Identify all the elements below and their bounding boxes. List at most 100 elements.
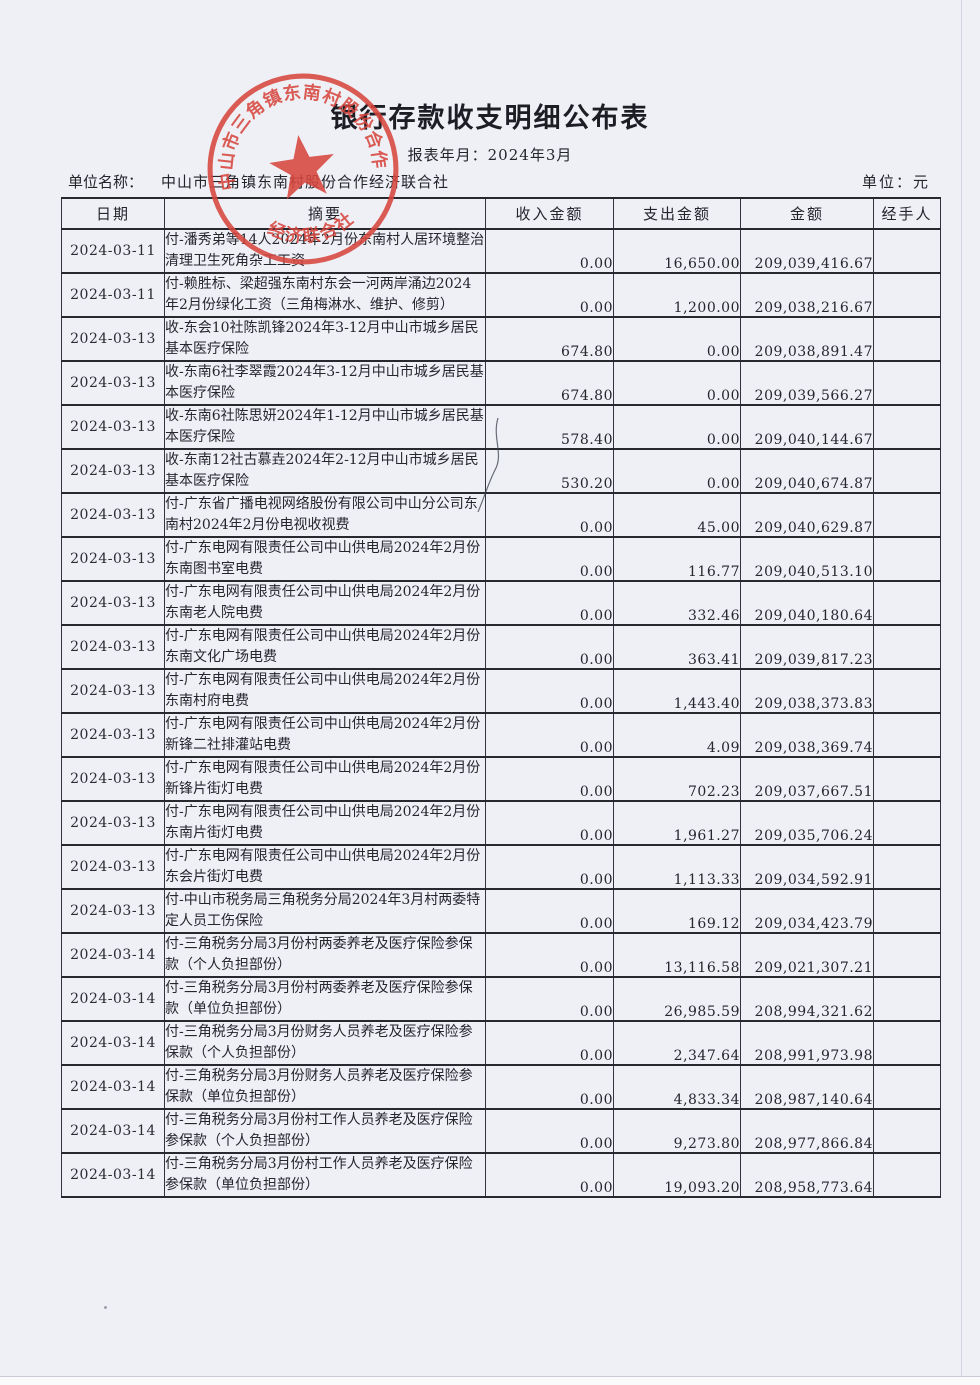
income-cell: 0.00 bbox=[485, 976, 614, 1022]
income-cell: 0.00 bbox=[485, 1064, 614, 1110]
date-cell: 2024-03-13 bbox=[61, 360, 165, 406]
table-row: 2024-03-14 付-三角税务分局3月份村两委养老及医疗保险参保款（个人负担… bbox=[61, 932, 941, 978]
expense-cell: 0.00 bbox=[613, 316, 741, 362]
unit-name-value: 中山市三角镇东南村股份合作经济联合社 bbox=[161, 173, 450, 191]
date-cell: 2024-03-11 bbox=[61, 272, 165, 318]
income-cell: 530.20 bbox=[485, 448, 614, 494]
income-cell: 0.00 bbox=[485, 272, 614, 318]
ink-speck bbox=[104, 1306, 107, 1309]
expense-cell: 332.46 bbox=[613, 580, 741, 626]
summary-cell: 收-东南6社陈思妍2024年1-12月中山市城乡居民基本医疗保险 bbox=[164, 404, 486, 450]
report-period: 报表年月：2024年3月 bbox=[407, 146, 573, 164]
date-cell: 2024-03-14 bbox=[61, 1064, 165, 1110]
handler-cell bbox=[873, 580, 941, 626]
summary-cell: 收-东南12社古慕垚2024年2-12月中山市城乡居民基本医疗保险 bbox=[164, 448, 486, 494]
unit-name-label: 单位名称： bbox=[68, 173, 144, 191]
balance-cell: 209,039,566.27 bbox=[740, 360, 874, 406]
balance-cell: 209,040,144.67 bbox=[740, 404, 874, 450]
table-row: 2024-03-14 付-三角税务分局3月份村工作人员养老及医疗保险参保款（个人… bbox=[61, 1108, 941, 1154]
expense-cell: 1,443.40 bbox=[613, 668, 741, 714]
expense-cell: 19,093.20 bbox=[613, 1152, 741, 1198]
income-cell: 674.80 bbox=[485, 360, 614, 406]
income-cell: 0.00 bbox=[485, 228, 614, 274]
expense-cell: 4.09 bbox=[613, 712, 741, 758]
header-expense: 支出金额 bbox=[613, 197, 741, 230]
balance-cell: 209,038,216.67 bbox=[740, 272, 874, 318]
table-row: 2024-03-13 付-中山市税务局三角税务分局2024年3月村两委特定人员工… bbox=[61, 888, 941, 934]
date-cell: 2024-03-11 bbox=[61, 228, 165, 274]
table-row: 2024-03-13 收-东会10社陈凯锋2024年3-12月中山市城乡居民基本… bbox=[61, 316, 941, 362]
income-cell: 0.00 bbox=[485, 888, 614, 934]
balance-cell: 208,994,321.62 bbox=[740, 976, 874, 1022]
date-cell: 2024-03-13 bbox=[61, 492, 165, 538]
income-cell: 578.40 bbox=[485, 404, 614, 450]
table-row: 2024-03-13 付-广东电网有限责任公司中山供电局2024年2月份东南村府… bbox=[61, 668, 941, 714]
handler-cell bbox=[873, 844, 941, 890]
ledger-table-container: 日期 摘要 收入金额 支出金额 金额 经手人 2024-03-11 付-潘秀弟等… bbox=[61, 197, 941, 1198]
table-row: 2024-03-14 付-三角税务分局3月份财务人员养老及医疗保险参保款（单位负… bbox=[61, 1064, 941, 1110]
income-cell: 0.00 bbox=[485, 1020, 614, 1066]
date-cell: 2024-03-13 bbox=[61, 888, 165, 934]
handler-cell bbox=[873, 272, 941, 318]
table-row: 2024-03-13 付-广东电网有限责任公司中山供电局2024年2月份东南老人… bbox=[61, 580, 941, 626]
balance-cell: 209,040,513.10 bbox=[740, 536, 874, 582]
expense-cell: 0.00 bbox=[613, 404, 741, 450]
unit-name-group: 单位名称： 中山市三角镇东南村股份合作经济联合社 bbox=[68, 171, 449, 192]
table-row: 2024-03-14 付-三角税务分局3月份村工作人员养老及医疗保险参保款（单位… bbox=[61, 1152, 941, 1198]
expense-cell: 1,200.00 bbox=[613, 272, 741, 318]
page-bottom-edge bbox=[0, 1376, 980, 1385]
handler-cell bbox=[873, 668, 941, 714]
handler-cell bbox=[873, 228, 941, 274]
handler-cell bbox=[873, 1152, 941, 1198]
handler-cell bbox=[873, 448, 941, 494]
handler-cell bbox=[873, 1064, 941, 1110]
summary-cell: 付-广东电网有限责任公司中山供电局2024年2月份东南老人院电费 bbox=[164, 580, 486, 626]
date-cell: 2024-03-13 bbox=[61, 756, 165, 802]
scanner-edge-line bbox=[961, 0, 962, 1376]
income-cell: 0.00 bbox=[485, 1108, 614, 1154]
date-cell: 2024-03-13 bbox=[61, 316, 165, 362]
expense-cell: 9,273.80 bbox=[613, 1108, 741, 1154]
table-row: 2024-03-13 付-广东电网有限责任公司中山供电局2024年2月份东南文化… bbox=[61, 624, 941, 670]
table-row: 2024-03-13 付-广东电网有限责任公司中山供电局2024年2月份东南片街… bbox=[61, 800, 941, 846]
summary-cell: 付-广东电网有限责任公司中山供电局2024年2月份东会片街灯电费 bbox=[164, 844, 486, 890]
table-row: 2024-03-13 付-广东电网有限责任公司中山供电局2024年2月份东南图书… bbox=[61, 536, 941, 582]
balance-cell: 209,040,629.87 bbox=[740, 492, 874, 538]
date-cell: 2024-03-13 bbox=[61, 448, 165, 494]
balance-cell: 209,039,817.23 bbox=[740, 624, 874, 670]
income-cell: 0.00 bbox=[485, 844, 614, 890]
table-row: 2024-03-13 收-东南6社陈思妍2024年1-12月中山市城乡居民基本医… bbox=[61, 404, 941, 450]
summary-cell: 付-三角税务分局3月份村工作人员养老及医疗保险参保款（单位负担部份） bbox=[164, 1152, 486, 1198]
income-cell: 0.00 bbox=[485, 668, 614, 714]
expense-cell: 1,961.27 bbox=[613, 800, 741, 846]
income-cell: 0.00 bbox=[485, 492, 614, 538]
summary-cell: 付-广东省广播电视网络股份有限公司中山分公司东南村2024年2月份电视收视费 bbox=[164, 492, 486, 538]
date-cell: 2024-03-14 bbox=[61, 1152, 165, 1198]
date-cell: 2024-03-13 bbox=[61, 844, 165, 890]
handler-cell bbox=[873, 712, 941, 758]
summary-cell: 付-潘秀弟等14人2024年2月份东南村人居环境整治清理卫生死角杂工工资 bbox=[164, 228, 486, 274]
handler-cell bbox=[873, 360, 941, 406]
date-cell: 2024-03-13 bbox=[61, 800, 165, 846]
summary-cell: 付-赖胜标、梁超强东南村东会一河两岸涌边2024年2月份绿化工资（三角梅淋水、维… bbox=[164, 272, 486, 318]
handler-cell bbox=[873, 976, 941, 1022]
table-row: 2024-03-13 付-广东电网有限责任公司中山供电局2024年2月份东会片街… bbox=[61, 844, 941, 890]
balance-cell: 209,034,423.79 bbox=[740, 888, 874, 934]
table-row: 2024-03-13 收-东南6社李翠霞2024年3-12月中山市城乡居民基本医… bbox=[61, 360, 941, 406]
balance-cell: 209,039,416.67 bbox=[740, 228, 874, 274]
header-amount: 金额 bbox=[740, 197, 874, 230]
currency-label: 单位：元 bbox=[861, 173, 930, 191]
summary-cell: 收-东会10社陈凯锋2024年3-12月中山市城乡居民基本医疗保险 bbox=[164, 316, 486, 362]
summary-cell: 付-广东电网有限责任公司中山供电局2024年2月份东南图书室电费 bbox=[164, 536, 486, 582]
table-row: 2024-03-13 收-东南12社古慕垚2024年2-12月中山市城乡居民基本… bbox=[61, 448, 941, 494]
expense-cell: 4,833.34 bbox=[613, 1064, 741, 1110]
expense-cell: 0.00 bbox=[613, 360, 741, 406]
balance-cell: 209,040,180.64 bbox=[740, 580, 874, 626]
income-cell: 0.00 bbox=[485, 624, 614, 670]
income-cell: 674.80 bbox=[485, 316, 614, 362]
expense-cell: 13,116.58 bbox=[613, 932, 741, 978]
balance-cell: 209,040,674.87 bbox=[740, 448, 874, 494]
handler-cell bbox=[873, 932, 941, 978]
ledger-table: 日期 摘要 收入金额 支出金额 金额 经手人 2024-03-11 付-潘秀弟等… bbox=[61, 197, 941, 1198]
